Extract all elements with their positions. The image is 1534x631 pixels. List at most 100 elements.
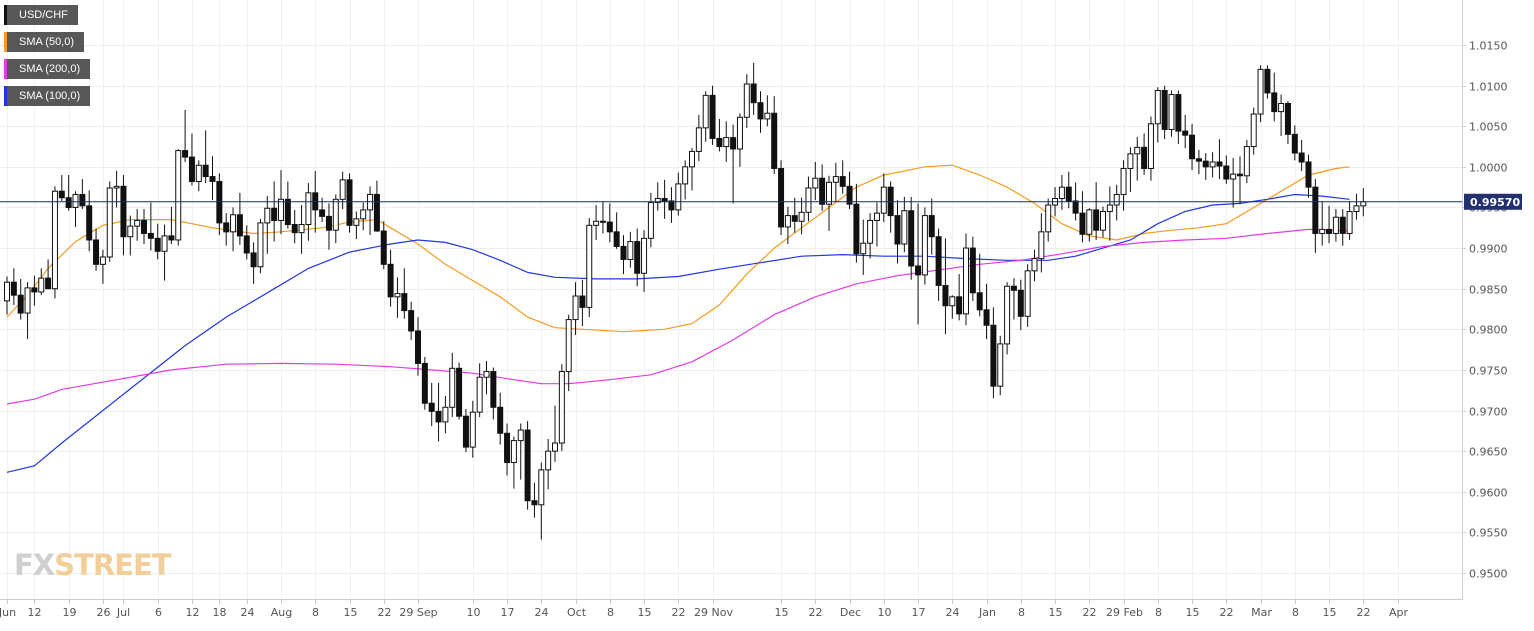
candle-body-down <box>1223 165 1230 180</box>
candle <box>209 156 216 201</box>
candle <box>1278 94 1285 136</box>
candle-body-up <box>113 185 120 189</box>
legend-sma-50[interactable]: SMA (50,0) <box>4 32 85 52</box>
candle-body-down <box>17 294 24 314</box>
candle <box>1154 87 1161 143</box>
candle-body-down <box>579 295 586 308</box>
candle-body-up <box>558 371 565 444</box>
candle-body-up <box>743 83 750 118</box>
x-tick-label: 18 <box>213 606 227 619</box>
candle <box>168 206 175 245</box>
candle-body-up <box>826 181 832 205</box>
candle <box>435 382 442 442</box>
x-tick-label: 26 <box>97 606 111 619</box>
candle <box>51 186 58 299</box>
candle-body-up <box>38 277 45 293</box>
candle <box>250 242 257 284</box>
candle <box>17 278 24 320</box>
candle <box>1086 208 1093 242</box>
candle-body-up <box>72 193 79 208</box>
legend-sma-100[interactable]: SMA (100,0) <box>4 86 91 106</box>
legend-usdchf[interactable]: USD/CHF <box>4 5 78 25</box>
candle-body-down <box>990 324 997 387</box>
candle-body-up <box>860 242 867 255</box>
candle <box>99 249 106 284</box>
y-tick-label: 0.9700 <box>1469 406 1508 419</box>
sma-line-2000 <box>6 228 1350 405</box>
candle <box>1106 186 1113 241</box>
candle <box>1346 200 1353 240</box>
candle <box>969 236 976 301</box>
candle <box>1100 206 1106 238</box>
candle-body-up <box>1086 209 1093 235</box>
candle-body-up <box>736 116 743 150</box>
candle <box>743 74 750 128</box>
legend-sma-200[interactable]: SMA (200,0) <box>4 59 91 79</box>
candle <box>641 230 648 292</box>
candle-body-up <box>641 237 648 274</box>
candle-body-down <box>462 415 469 448</box>
candle-body-down <box>935 236 942 286</box>
candle-body-down <box>846 185 853 205</box>
candle <box>1004 282 1011 355</box>
candle <box>504 423 511 476</box>
candle <box>1024 264 1031 327</box>
candle <box>716 118 723 152</box>
candle-body-up <box>1004 285 1011 345</box>
candle-body-up <box>702 94 709 129</box>
y-gridlines <box>0 45 1466 574</box>
candle-body-up <box>134 219 141 227</box>
x-tick-label: Jan <box>978 606 996 619</box>
candle <box>579 279 586 327</box>
candle <box>230 207 237 252</box>
candle <box>291 209 298 244</box>
candle-body-up <box>230 214 237 233</box>
candle-body-down <box>428 402 435 412</box>
candle <box>730 124 737 204</box>
candle <box>72 191 79 227</box>
candle-body-up <box>1120 167 1127 195</box>
candle <box>120 174 127 256</box>
candle-body-down <box>1339 216 1346 234</box>
candle <box>387 249 394 307</box>
candle-body-up <box>1147 123 1154 169</box>
candle-body-down <box>45 277 52 290</box>
candle-body-up <box>353 218 360 226</box>
candle <box>805 176 812 222</box>
x-tick-label: Mar <box>1251 606 1272 619</box>
candle-body-down <box>819 177 826 205</box>
candle <box>997 335 1004 396</box>
last-price-box <box>1464 193 1522 210</box>
y-tick-label: 0.9750 <box>1469 365 1508 378</box>
candle <box>873 202 880 247</box>
candle-body-down <box>1291 133 1298 154</box>
x-tick-label: Aug <box>271 606 292 619</box>
candle <box>449 352 456 418</box>
candle-body-down <box>65 197 72 208</box>
candle-body-down <box>1326 228 1333 234</box>
candle-body-up <box>264 207 271 224</box>
candle-body-up <box>1250 113 1257 148</box>
candle <box>456 362 463 420</box>
candle-body-up <box>298 224 305 234</box>
candle-body-down <box>1161 89 1168 130</box>
candle-body-up <box>257 222 264 268</box>
x-tick-label: Jun <box>0 606 16 619</box>
candle-body-down <box>93 239 100 265</box>
candle-body-down <box>141 219 147 234</box>
candle-body-up <box>1106 204 1113 213</box>
x-tick-label: 12 <box>186 606 200 619</box>
candle <box>408 301 415 340</box>
candle <box>832 162 839 202</box>
x-tick-label: 29 Sep <box>399 606 437 619</box>
candle-body-up <box>1100 211 1106 231</box>
candle-body-down <box>120 185 127 238</box>
candle-body-down <box>1072 200 1079 214</box>
candle <box>983 283 990 340</box>
candle <box>127 215 134 256</box>
y-tick-label: 1.0150 <box>1469 40 1508 53</box>
candle <box>709 85 716 145</box>
x-tick-label: 22 <box>1083 606 1097 619</box>
x-tick-label: 19 <box>63 606 77 619</box>
